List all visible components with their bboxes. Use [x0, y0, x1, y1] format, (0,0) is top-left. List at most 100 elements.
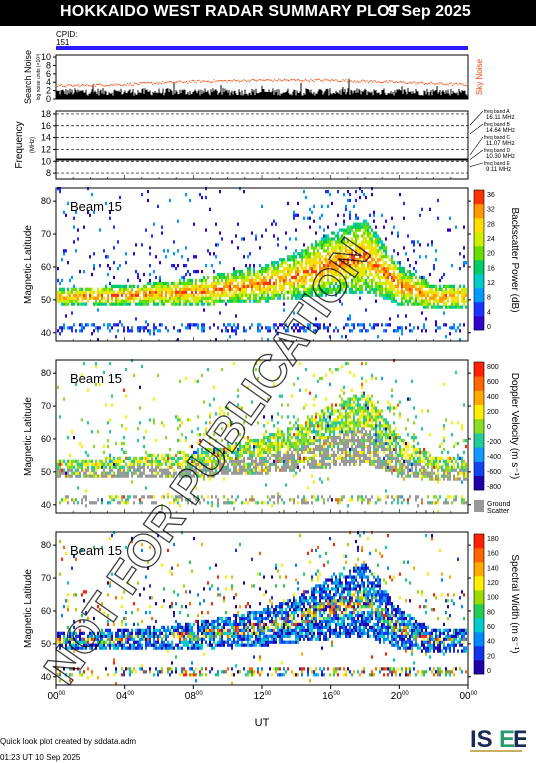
frequency-ytick-label: 8	[46, 168, 51, 178]
sky-noise-point	[440, 82, 442, 84]
sky-noise-point	[345, 79, 347, 81]
frequency-ytick-label: 12	[41, 144, 51, 154]
sky-noise-point	[185, 80, 187, 82]
sky-noise-point	[192, 79, 194, 81]
sky-noise-point	[83, 84, 85, 86]
sky-noise-point	[463, 84, 465, 86]
sky-noise-point	[359, 81, 361, 83]
colorbar-segment	[474, 576, 484, 591]
colorbar-tick-label: 12	[487, 280, 495, 287]
sky-noise-point	[156, 82, 158, 84]
sky-noise-point	[208, 80, 210, 82]
colorbar-tick-label: 0	[487, 668, 491, 675]
sky-noise-point	[435, 83, 437, 85]
sky-noise-point	[142, 81, 144, 83]
colorbar-segment	[474, 590, 484, 605]
panel-data-cells	[57, 531, 467, 686]
sky-noise-point	[177, 81, 179, 83]
sky-noise-point	[281, 80, 283, 82]
sky-noise-point	[110, 84, 112, 86]
colorbar-tick-label: 140	[487, 565, 499, 572]
xaxis-tick-sup: 00	[471, 691, 478, 697]
frequency-frame	[55, 110, 469, 180]
sky-noise-point	[372, 81, 374, 83]
sky-noise-point	[407, 83, 409, 85]
sky-noise-point	[316, 79, 318, 81]
noise-ytick-label: 2	[46, 86, 51, 96]
panel-ytick-label: 50	[41, 639, 51, 649]
sky-noise-point	[239, 81, 241, 83]
colorbar-tick-label: -400	[487, 454, 501, 461]
sky-noise-point	[408, 82, 410, 84]
frequency-ytick-label: 14	[41, 133, 51, 143]
sky-noise-point	[461, 83, 463, 85]
sky-noise-point	[436, 83, 438, 85]
freq-band-pointer	[469, 149, 484, 160]
freq-band-label: freq band B	[484, 122, 511, 128]
sky-noise-point	[412, 81, 414, 83]
sky-noise-point	[90, 85, 92, 87]
sky-noise-point	[260, 79, 262, 81]
colorbar-tick-label: 80	[487, 609, 495, 616]
colorbar-tick-label: 28	[487, 221, 495, 228]
sky-noise-point	[334, 79, 336, 81]
sky-noise-point	[176, 81, 178, 83]
sky-noise-point	[331, 78, 333, 80]
sky-noise-point	[247, 79, 249, 81]
sky-noise-point	[113, 84, 115, 86]
colorbar-segment	[474, 260, 484, 275]
sky-noise-point	[292, 79, 294, 81]
sky-noise-point	[180, 80, 182, 82]
sky-noise-point	[89, 85, 91, 87]
sky-noise-point	[163, 83, 165, 85]
sky-noise-point	[339, 81, 341, 83]
sky-noise-point	[348, 79, 350, 81]
colorbar-segment	[474, 390, 484, 405]
freq-band-pointer	[469, 110, 484, 126]
ground-scatter-label: Ground	[487, 501, 510, 508]
colorbar-segment	[474, 204, 484, 219]
sky-noise-point	[232, 80, 234, 82]
sky-noise-point	[320, 79, 322, 81]
sky-noise-point	[454, 82, 456, 84]
colorbar-tick-label: 0	[487, 424, 491, 431]
sky-noise-point	[94, 85, 96, 87]
sky-noise-point	[304, 78, 306, 80]
sky-noise-point	[376, 82, 378, 84]
sky-noise-point	[428, 83, 430, 85]
cpid-value: 151	[56, 38, 70, 47]
sky-noise-point	[162, 81, 164, 83]
sky-noise-point	[351, 80, 353, 82]
sky-noise-point	[278, 78, 280, 80]
sky-noise-point	[79, 86, 81, 88]
sky-noise-point	[404, 82, 406, 84]
sky-noise-point	[318, 78, 320, 80]
ground-scatter-swatch	[474, 500, 484, 512]
sky-noise-point	[349, 80, 351, 82]
sky-noise-point	[342, 79, 344, 81]
sky-noise-point	[148, 82, 150, 84]
sky-noise-point	[416, 82, 418, 84]
sky-noise-point	[303, 80, 305, 82]
sky-noise-point	[327, 79, 329, 81]
sky-noise-point	[467, 83, 469, 85]
sky-noise-point	[115, 84, 117, 86]
sky-noise-point	[111, 84, 113, 86]
sky-noise-point	[209, 81, 211, 83]
sky-noise-point	[386, 80, 388, 82]
sky-noise-point	[299, 80, 301, 82]
colorbar-frame	[473, 533, 485, 675]
xaxis-tick-sup: 00	[59, 691, 66, 697]
colorbar-segment	[474, 274, 484, 289]
sky-noise-point	[241, 80, 243, 82]
beam-label: Beam 15	[70, 543, 122, 558]
isee-logo: IS E E	[466, 723, 526, 755]
sky-noise-point	[66, 84, 68, 86]
freq-band-pointer	[469, 136, 484, 156]
sky-noise-point	[155, 83, 157, 85]
sky-noise-point	[411, 82, 413, 84]
sky-noise-point	[414, 81, 416, 83]
sky-noise-point	[310, 78, 312, 80]
cpid-bar	[56, 46, 468, 50]
